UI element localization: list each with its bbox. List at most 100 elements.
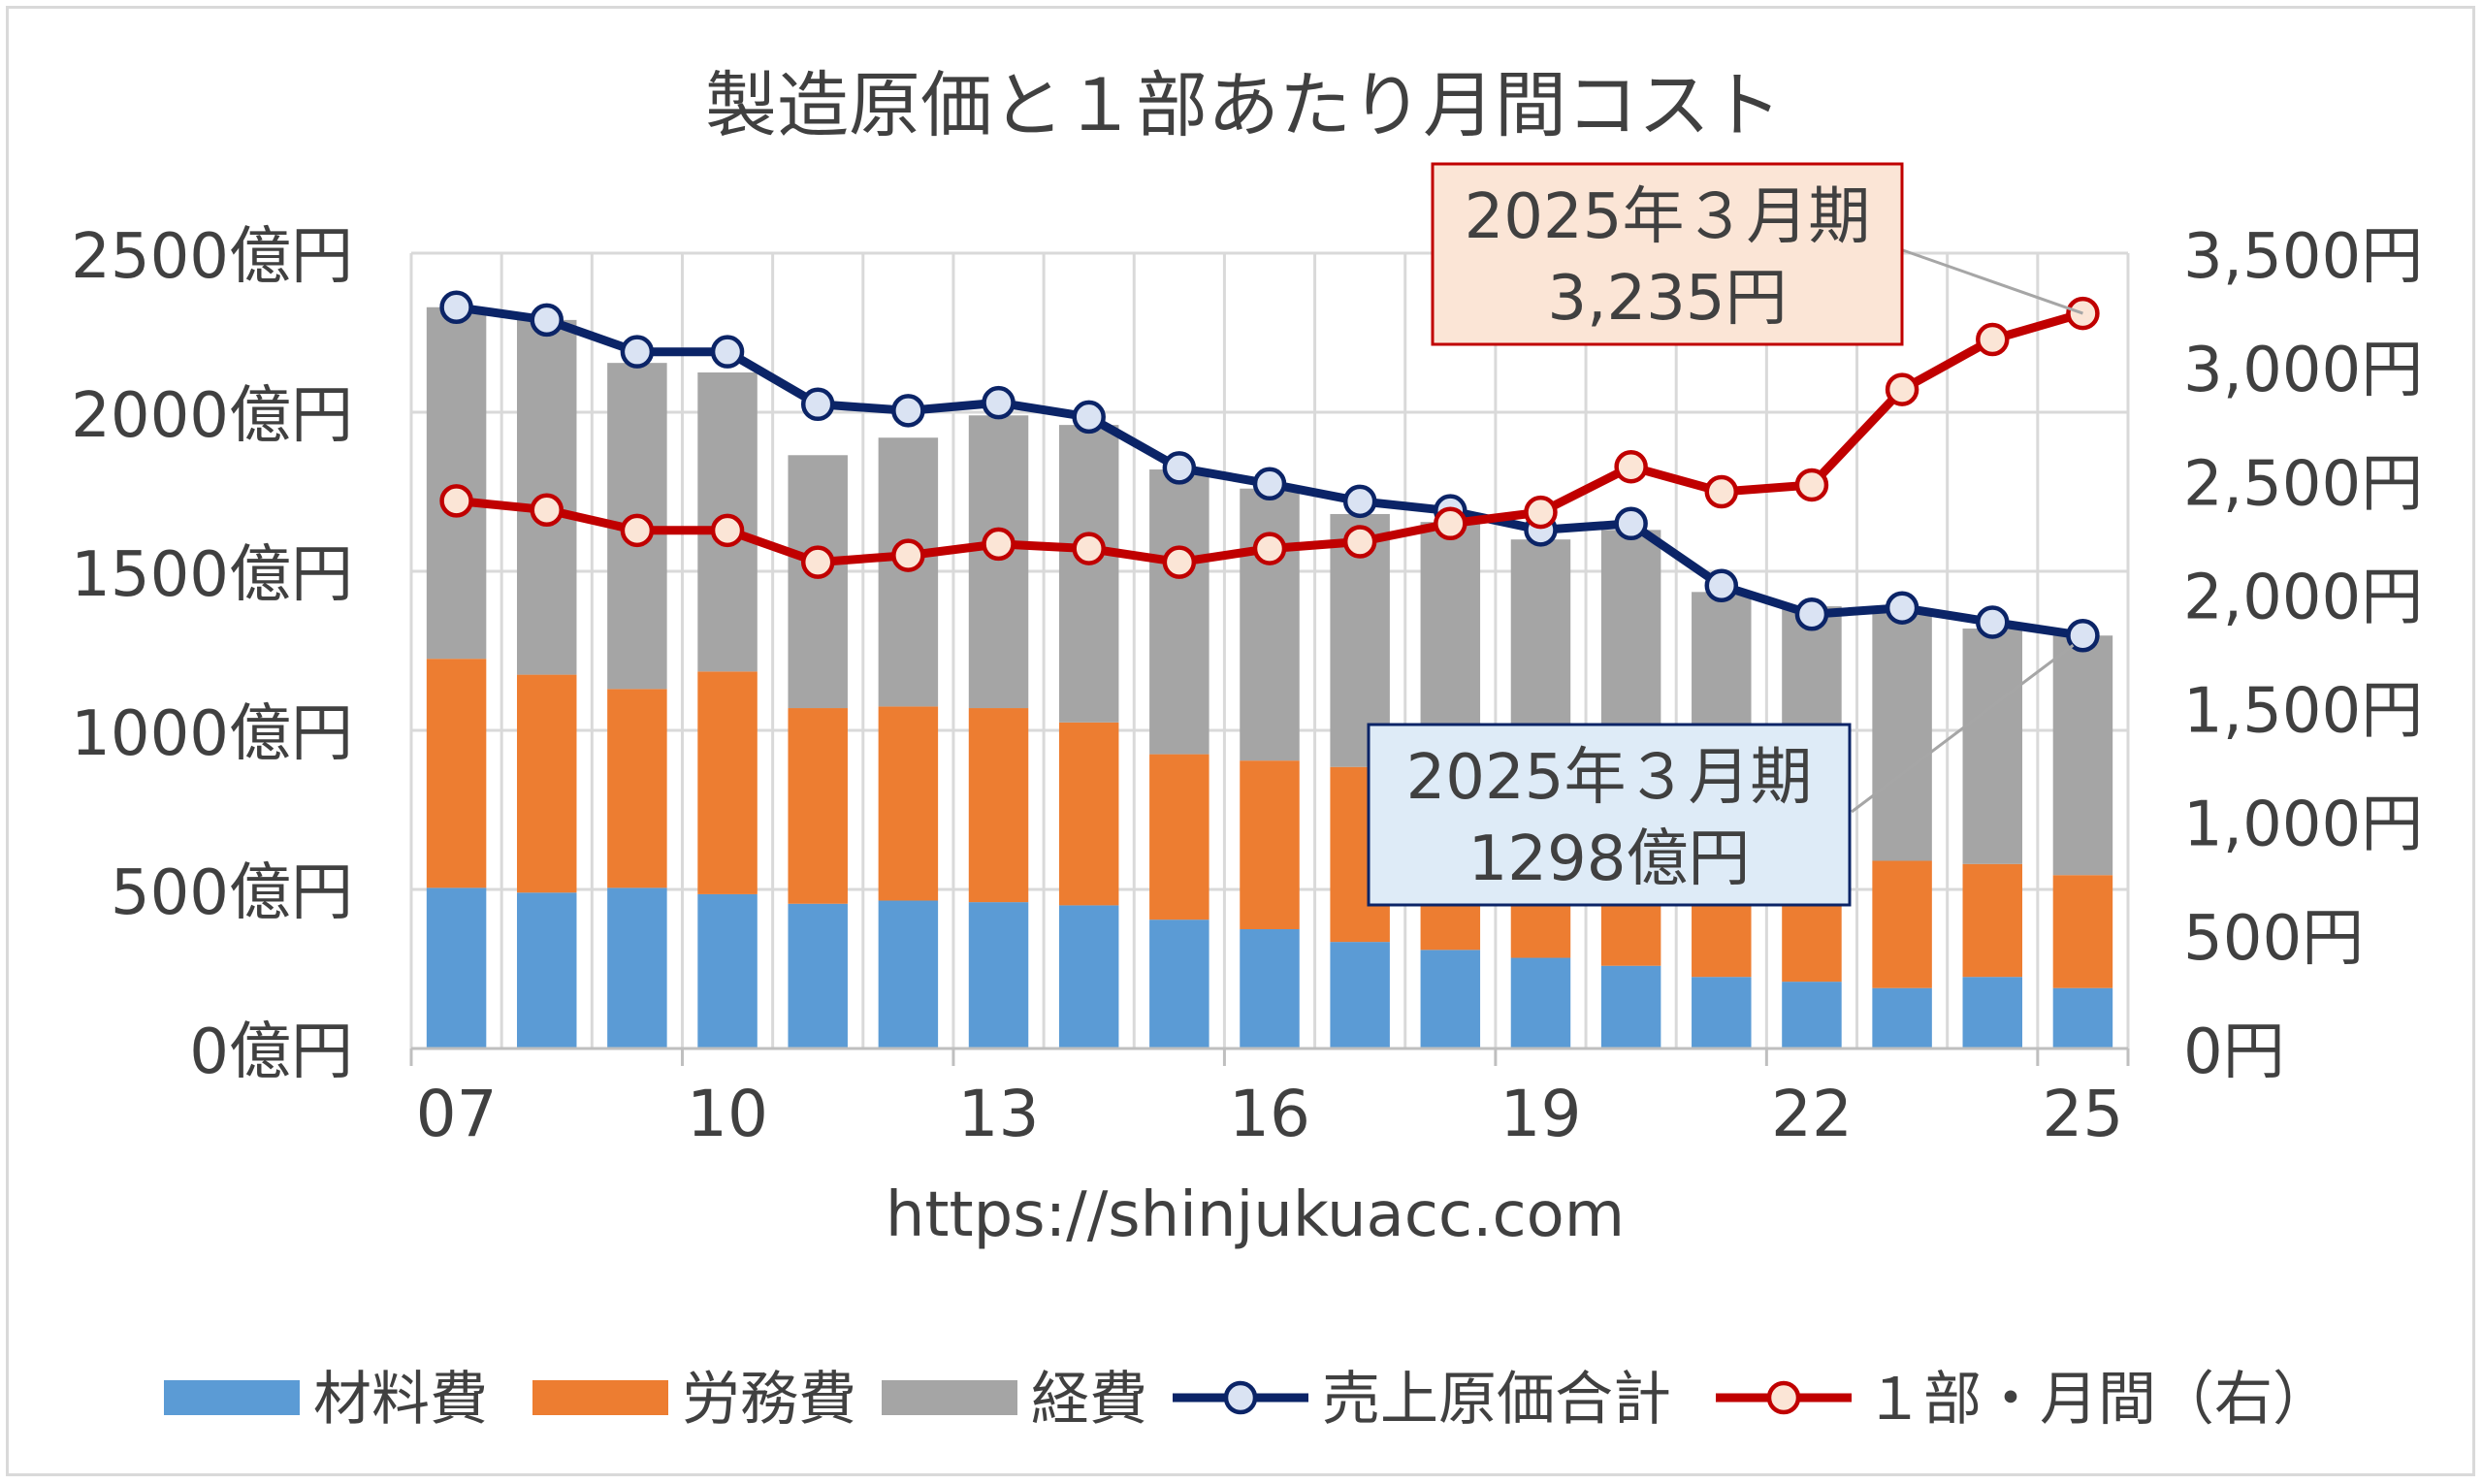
bar-segment <box>1240 929 1300 1048</box>
series-marker <box>1072 400 1106 435</box>
legend-label: 売上原価合計 <box>1322 1366 1671 1434</box>
bar-segment <box>516 674 577 893</box>
bar-segment <box>1058 722 1119 906</box>
series-marker <box>1704 474 1739 509</box>
legend-marker <box>1766 1380 1801 1415</box>
series-marker <box>530 493 564 527</box>
gridlines <box>409 251 2130 1048</box>
series-marker <box>1072 532 1106 565</box>
bar-segment <box>1782 982 1842 1048</box>
bar-segment <box>426 887 487 1048</box>
y-left-tick-label: 500億円 <box>111 857 353 929</box>
legend-swatch <box>532 1380 668 1415</box>
series-marker <box>2066 619 2100 653</box>
legend-label: １部・月間（右） <box>1865 1366 2331 1434</box>
series-marker <box>710 513 745 548</box>
series-marker <box>1252 467 1287 501</box>
legend-marker <box>1223 1380 1258 1415</box>
series-marker <box>710 335 745 369</box>
series-marker <box>1162 545 1197 579</box>
series-marker <box>1434 506 1467 541</box>
series-marker <box>620 513 655 548</box>
x-tick-label: 10 <box>687 1077 768 1151</box>
callout-leader <box>1899 247 2083 315</box>
chart-frame: 0億円 500億円 1000億円 1500億円 2000億円 2500億円 0円 500円 1,… <box>6 6 2475 1476</box>
series-marker <box>1976 322 2010 357</box>
series-marker <box>1794 468 1829 502</box>
callout-text: 2025年３月期 <box>1465 181 1871 253</box>
callout-text: 2025年３月期 <box>1406 742 1813 814</box>
series-marker <box>800 387 835 422</box>
legend-label: 経費 <box>1031 1366 1147 1434</box>
bars <box>426 306 2113 1048</box>
bar-segment <box>2052 987 2113 1048</box>
y-right-tick-label: 0円 <box>2183 1016 2285 1088</box>
bar-segment <box>697 671 758 894</box>
series-marker <box>1976 605 2010 639</box>
series-marker <box>1162 451 1197 485</box>
y-right-tick-label: 2,000円 <box>2183 562 2423 633</box>
x-tick-label: 25 <box>2042 1077 2123 1151</box>
bar-segment <box>878 706 939 901</box>
axes: 0億円 500億円 1000億円 1500億円 2000億円 2500億円 0円 500円 1,… <box>71 221 2423 1151</box>
bar-segment <box>1872 987 1932 1048</box>
callouts: 2025年３月期 3,235円 2025年３月期 1298億円 <box>1367 162 2083 907</box>
x-tick-label: 13 <box>958 1077 1040 1151</box>
y-right-tick-label: 2,500円 <box>2183 448 2423 520</box>
series-marker <box>1704 568 1739 603</box>
bar-segment <box>426 659 487 888</box>
bar-segment <box>788 903 848 1048</box>
callout-box <box>1431 162 1904 346</box>
series-marker <box>982 385 1016 420</box>
legend-swatch <box>882 1380 1017 1415</box>
bar-segment <box>1872 611 1932 861</box>
bar-segment <box>1058 905 1119 1048</box>
series-marker <box>891 538 925 572</box>
bar-segment <box>1058 425 1119 723</box>
series-marker <box>1614 449 1648 484</box>
y-right-tick-label: 1,500円 <box>2183 676 2423 748</box>
series-marker <box>800 545 835 579</box>
legend-swatch <box>164 1380 300 1415</box>
bar-segment <box>2052 875 2113 988</box>
y-left-tick-label: 0億円 <box>189 1016 353 1088</box>
series-marker <box>620 335 655 369</box>
y-left-tick-label: 1000億円 <box>71 698 353 770</box>
y-left-tick-label: 2000億円 <box>71 380 353 452</box>
bar-segment <box>426 306 487 660</box>
bar-segment <box>697 893 758 1048</box>
series-marker <box>1614 506 1648 541</box>
bar-segment <box>2052 635 2113 876</box>
series-marker <box>439 484 473 518</box>
source-url: https://shinjukuacc.com <box>886 1179 1625 1251</box>
series-lines <box>439 290 2100 653</box>
chart-title: 製造原価と１部あたり月間コスト <box>705 64 1782 147</box>
bar-segment <box>968 415 1029 709</box>
y-right-tick-label: 1,000円 <box>2183 790 2423 861</box>
y-right-tick-label: 3,500円 <box>2183 221 2423 293</box>
series-marker <box>1885 591 1919 625</box>
callout-text: 1298億円 <box>1468 823 1751 895</box>
series-marker <box>1885 372 1919 406</box>
x-tick-label: 16 <box>1229 1077 1310 1151</box>
series-marker <box>1342 525 1377 559</box>
series-marker <box>1342 484 1377 519</box>
x-tick-label: 22 <box>1771 1077 1853 1151</box>
bar-segment <box>516 892 577 1048</box>
callout-leader <box>1851 644 2075 814</box>
bar-segment <box>1240 760 1300 929</box>
bar-segment <box>1600 965 1661 1048</box>
y-left-tick-label: 1500億円 <box>71 539 353 611</box>
bar-segment <box>1420 950 1481 1048</box>
legend: 材料費 労務費 経費 売上原価合計 １部・月間（右） <box>164 1366 2331 1434</box>
bar-segment <box>1962 977 2023 1048</box>
bar-segment <box>1872 860 1932 988</box>
chart-svg: 0億円 500億円 1000億円 1500億円 2000億円 2500億円 0円 500円 1,… <box>71 64 2423 1434</box>
bar-segment <box>1149 754 1209 920</box>
bar-segment <box>1962 629 2023 864</box>
legend-label: 材料費 <box>313 1366 488 1434</box>
callout-box <box>1367 723 1852 907</box>
legend-label: 労務費 <box>682 1366 856 1434</box>
bar-segment <box>1149 919 1209 1048</box>
bar-segment <box>1692 977 1752 1048</box>
